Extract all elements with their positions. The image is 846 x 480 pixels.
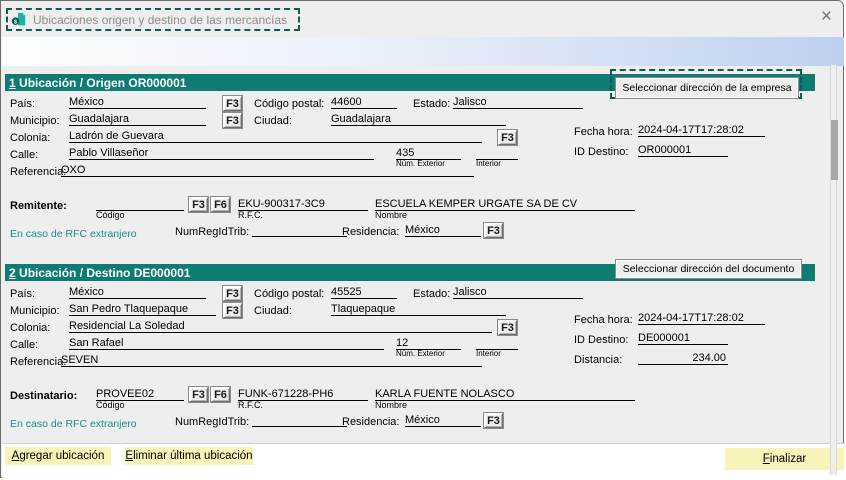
svg-text:$: $	[14, 19, 17, 25]
